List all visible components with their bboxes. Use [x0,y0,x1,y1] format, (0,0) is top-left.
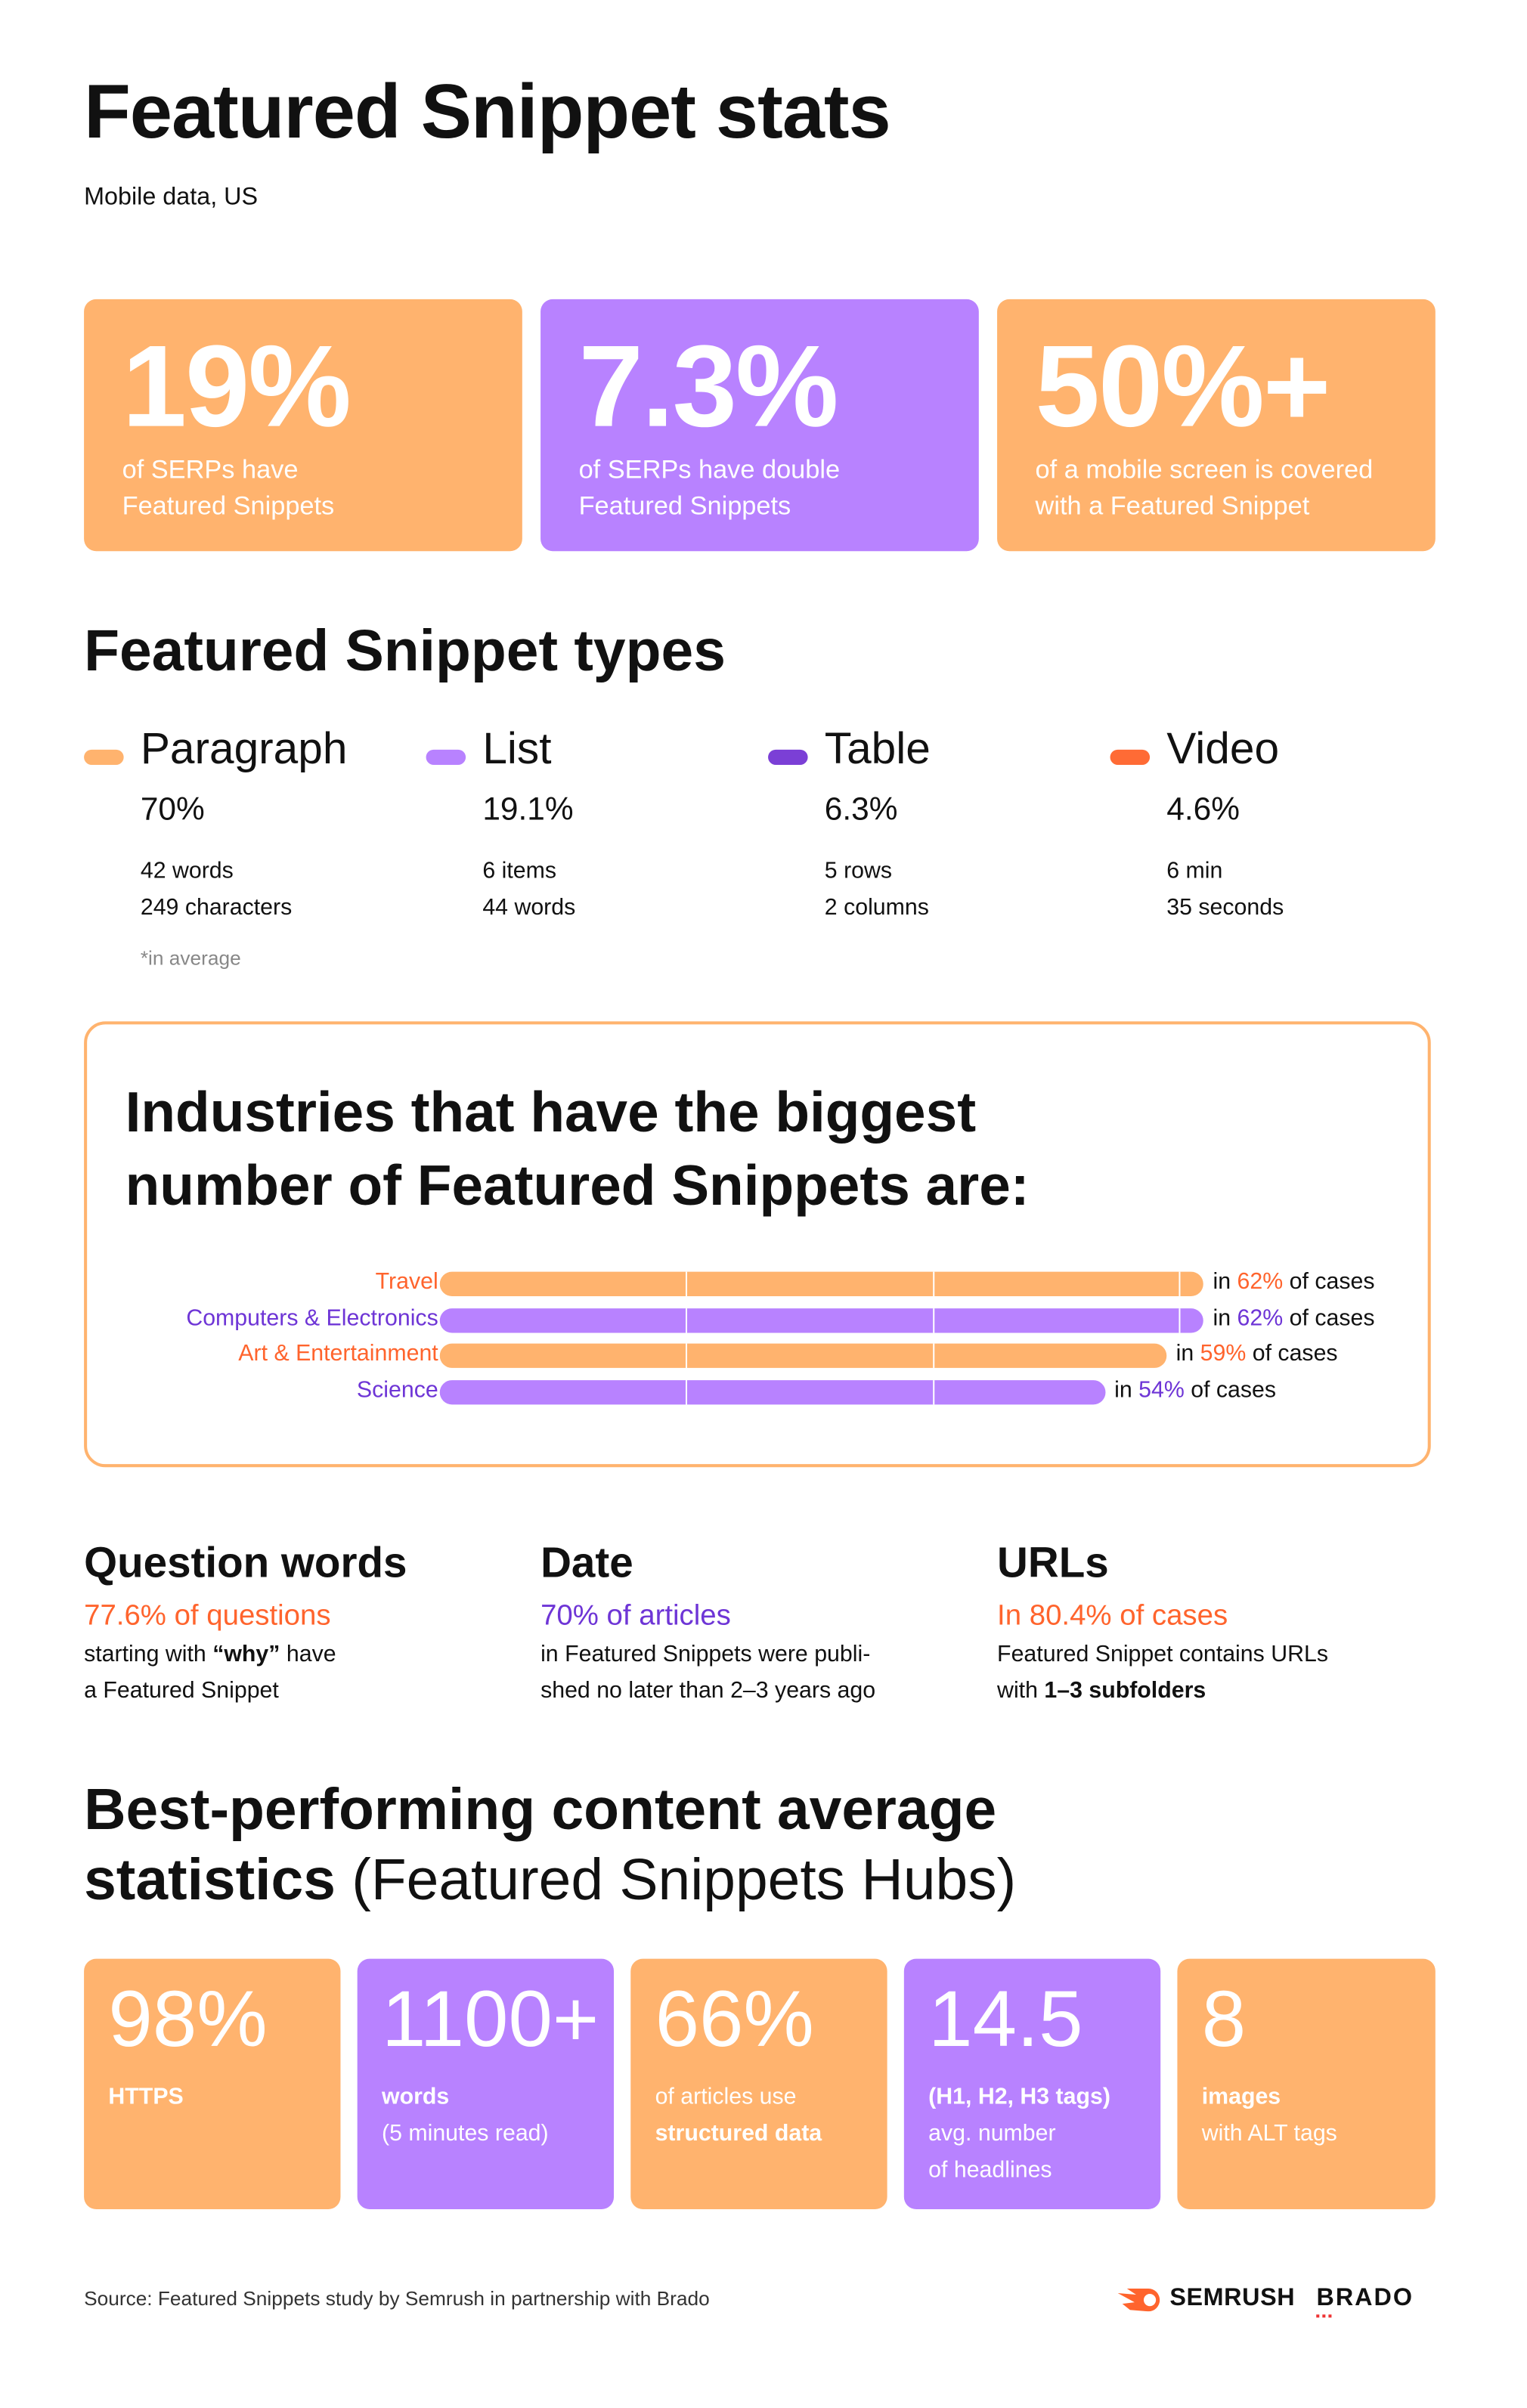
stat-card-double: 7.3% of SERPs have double Featured Snippe… [540,299,979,552]
chart-title: Industries that have the biggest number … [125,1081,1030,1217]
fact-stat: 70% of articles [540,1599,731,1633]
best-value: 14.5 [928,1975,1083,2065]
best-caption: (H1, H2, H3 tags) avg. number of headlines [928,2084,1110,2184]
type-detail: 42 words 249 characters [140,858,293,921]
best-card-images: 8 images with ALT tags [1177,1958,1436,2209]
stat-caption: of a mobile screen is covered with a Feat… [1035,454,1374,521]
legend-swatch [768,749,808,766]
fact-stat: 77.6% of questions [84,1599,331,1633]
category-label: Science [356,1377,438,1404]
gridline [932,1308,934,1333]
brado-logo: BRADO [1316,2286,1414,2318]
best-value: 98% [108,1975,268,2065]
gridline [1179,1271,1181,1296]
gridline [932,1380,934,1405]
legend-swatch [84,749,124,766]
value-label: in 59% of cases [1175,1340,1338,1366]
best-value: 1100+ [382,1975,599,2065]
stat-caption: of SERPs have Featured Snippets [122,454,335,521]
type-name: Video [1166,725,1280,775]
gridline [686,1271,688,1296]
type-pct: 70% [140,792,205,828]
best-caption: HTTPS [108,2084,184,2110]
fact-heading: Date [540,1539,633,1586]
page-title: Featured Snippet stats [84,68,891,155]
value-label: in 62% of cases [1213,1268,1375,1295]
value-label: in 54% of cases [1114,1377,1277,1404]
bar [439,1271,1204,1296]
type-name: Table [824,725,931,775]
best-value: 8 [1201,1975,1247,2065]
gridline [686,1380,688,1405]
partner-logos: SEMRUSH BRADO [1117,2286,1414,2318]
category-label: Computers & Electronics [186,1305,438,1332]
category-label: Travel [375,1268,438,1295]
best-heading: Best-performing content average statistic… [84,1778,1017,1914]
best-card-words: 1100+ words (5 minutes read) [357,1958,615,2209]
best-card-https: 98% HTTPS [84,1958,341,2209]
fact-detail: in Featured Snippets were publi-shed no … [540,1641,876,1704]
source-note: Source: Featured Snippets study by Semru… [84,2286,710,2311]
stat-card-screen: 50%+ of a mobile screen is covered with a… [997,299,1436,552]
type-detail: 6 items 44 words [482,858,576,921]
type-pct: 6.3% [824,792,898,828]
gridline [932,1343,934,1368]
stat-value: 19% [122,322,352,452]
best-card-structured: 66% of articles use structured data [630,1958,887,2209]
types-note: *in average [140,946,241,970]
fact-detail: Featured Snippet contains URLs with 1–3 s… [997,1641,1328,1704]
bar [439,1380,1106,1405]
value-label: in 62% of cases [1213,1305,1375,1332]
type-detail: 6 min 35 seconds [1166,858,1284,921]
semrush-flame-icon [1117,2288,1160,2312]
type-pct: 19.1% [482,792,574,828]
type-name: List [482,725,552,775]
fact-question-words: Question words 77.6% of questions starti… [84,1539,527,1710]
gridline [932,1271,934,1296]
page-subtitle: Mobile data, US [84,184,259,211]
best-caption: images with ALT tags [1201,2084,1337,2147]
type-detail: 5 rows 2 columns [824,858,929,921]
stat-caption: of SERPs have double Featured Snippets [578,454,841,521]
legend-swatch [1110,749,1151,766]
fact-detail: starting with “why” have a Featured Snipp… [84,1641,336,1704]
gridline [1179,1308,1181,1333]
bar [439,1343,1167,1368]
stat-value: 7.3% [578,322,839,452]
type-pct: 4.6% [1166,792,1240,828]
stat-card-serps: 19% of SERPs have Featured Snippets [84,299,522,552]
type-name: Paragraph [140,725,348,775]
fact-stat: In 80.4% of cases [997,1599,1228,1633]
gridline [686,1308,688,1333]
stat-value: 50%+ [1035,322,1331,452]
fact-urls: URLs In 80.4% of cases Featured Snippet … [997,1539,1440,1710]
industries-chart: Industries that have the biggest number … [84,1021,1431,1468]
best-caption: words (5 minutes read) [382,2084,549,2147]
types-heading: Featured Snippet types [84,620,726,684]
bar [439,1308,1204,1333]
legend-swatch [426,749,466,766]
best-value: 66% [655,1975,814,2065]
gridline [686,1343,688,1368]
category-label: Art & Entertainment [238,1340,438,1366]
best-card-headlines: 14.5 (H1, H2, H3 tags) avg. number of head… [903,1958,1161,2209]
best-caption: of articles use structured data [655,2084,822,2147]
fact-date: Date 70% of articles in Featured Snippet… [540,1539,983,1710]
fact-heading: URLs [997,1539,1109,1586]
semrush-logo: SEMRUSH [1117,2286,1296,2313]
fact-heading: Question words [84,1539,407,1586]
